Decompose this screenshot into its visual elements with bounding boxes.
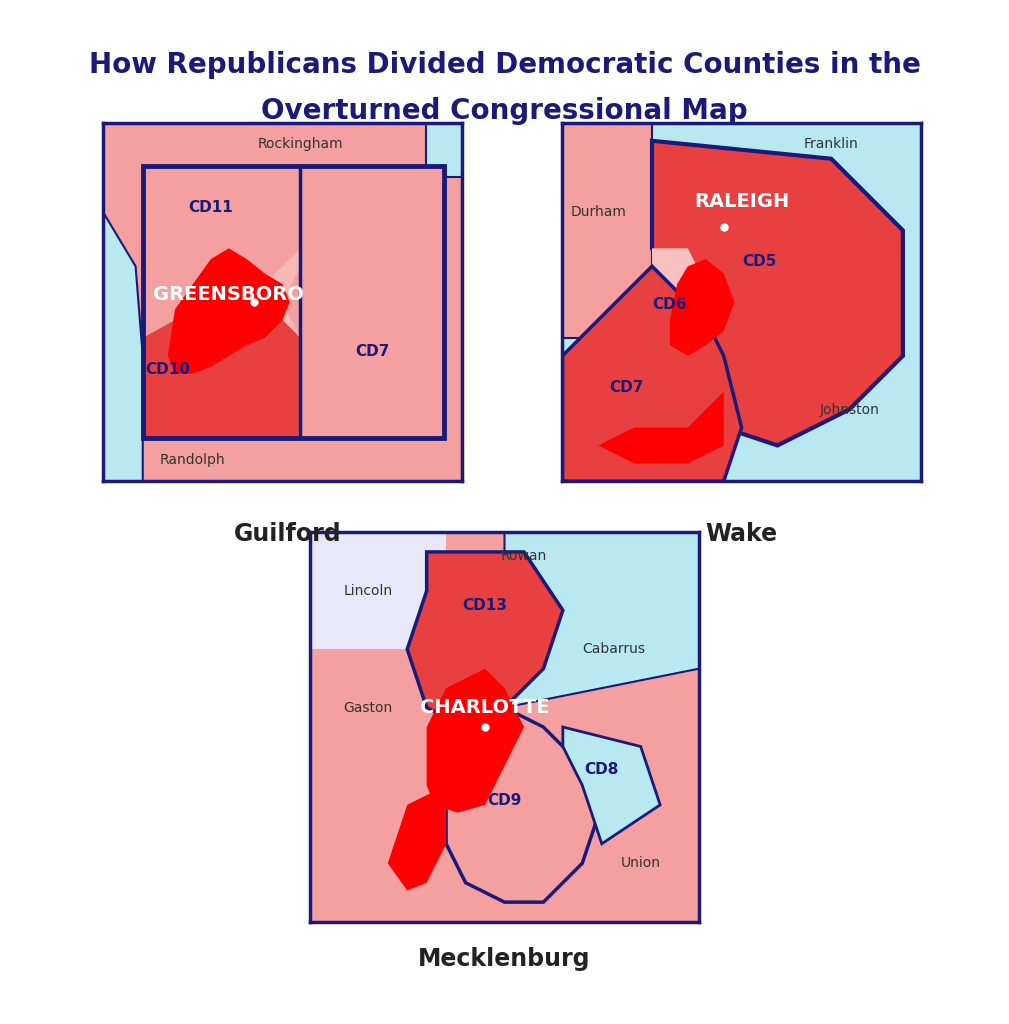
Polygon shape [563, 727, 660, 844]
Polygon shape [167, 248, 290, 374]
Text: CD8: CD8 [584, 762, 619, 777]
Polygon shape [408, 552, 563, 727]
Text: CD9: CD9 [487, 793, 522, 808]
Text: RALEIGH: RALEIGH [694, 193, 789, 211]
Polygon shape [562, 266, 742, 481]
Text: Johnston: Johnston [819, 402, 879, 417]
Text: CHARLOTTE: CHARLOTTE [421, 698, 550, 717]
Text: How Republicans Divided Democratic Counties in the: How Republicans Divided Democratic Count… [89, 51, 920, 79]
Polygon shape [142, 166, 444, 438]
Text: Union: Union [621, 856, 661, 870]
Polygon shape [670, 259, 735, 356]
Bar [142, 166, 444, 438]
Text: Durham: Durham [570, 206, 627, 219]
Polygon shape [504, 532, 699, 708]
Text: CD10: CD10 [145, 361, 191, 377]
Polygon shape [387, 785, 446, 891]
Text: CD7: CD7 [355, 344, 389, 358]
Text: Randolph: Randolph [160, 453, 226, 467]
Text: CD6: CD6 [653, 297, 687, 312]
Polygon shape [652, 140, 903, 445]
Text: Franklin: Franklin [804, 137, 859, 152]
Text: CD7: CD7 [609, 380, 644, 394]
Text: Guilford: Guilford [234, 522, 341, 546]
Polygon shape [598, 391, 723, 463]
Polygon shape [103, 123, 142, 481]
Text: Gaston: Gaston [344, 700, 393, 715]
Text: Mecklenburg: Mecklenburg [419, 947, 590, 971]
Text: CD11: CD11 [189, 201, 233, 215]
Polygon shape [142, 248, 301, 438]
Polygon shape [426, 123, 462, 176]
Polygon shape [760, 123, 921, 140]
Polygon shape [427, 669, 524, 813]
Text: Lincoln: Lincoln [344, 584, 393, 598]
Text: Rockingham: Rockingham [257, 137, 343, 152]
Text: Rowan: Rowan [500, 549, 547, 563]
Text: CD5: CD5 [743, 254, 777, 269]
Text: Cabarrus: Cabarrus [582, 642, 645, 656]
Polygon shape [562, 123, 652, 338]
Text: GREENSBORO: GREENSBORO [153, 286, 304, 304]
Polygon shape [283, 166, 444, 438]
Polygon shape [652, 248, 723, 374]
Polygon shape [310, 532, 446, 649]
Text: Overturned Congressional Map: Overturned Congressional Map [261, 97, 748, 125]
Text: CD13: CD13 [462, 598, 508, 613]
Text: Wake: Wake [705, 522, 778, 546]
Polygon shape [446, 708, 601, 902]
